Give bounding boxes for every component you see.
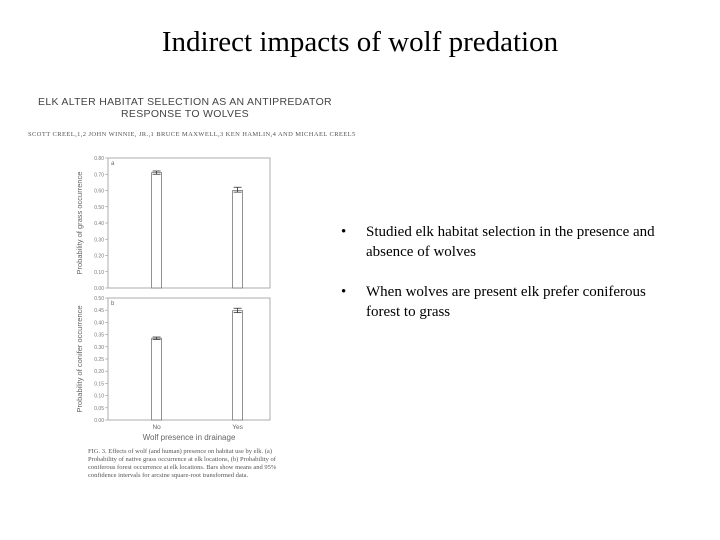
plot-frame bbox=[107, 157, 271, 289]
y-tick-label: 0.30 bbox=[94, 345, 104, 351]
y-tick-label: 0.50 bbox=[94, 296, 104, 302]
y-tick-label: 0.00 bbox=[94, 286, 104, 292]
y-axis-label: Probability of conifer occurrence bbox=[75, 305, 84, 412]
y-tick-label: 0.10 bbox=[94, 394, 104, 400]
bullet-glyph: • bbox=[341, 224, 347, 240]
bar bbox=[232, 310, 244, 421]
y-tick-label: 0.00 bbox=[94, 418, 104, 424]
paper-title-line-1: ELK ALTER HABITAT SELECTION AS AN ANTIPR… bbox=[38, 96, 332, 108]
y-tick-label: 0.60 bbox=[94, 189, 104, 195]
bullet-glyph: • bbox=[341, 284, 347, 300]
figure-caption: FIG. 3. Effects of wolf (and human) pres… bbox=[88, 448, 277, 479]
y-tick-label: 0.40 bbox=[94, 320, 104, 326]
x-tick-label: Yes bbox=[232, 424, 243, 431]
x-tick-label: No bbox=[152, 424, 161, 431]
y-tick-label: 0.80 bbox=[94, 156, 104, 162]
y-tick-label: 0.35 bbox=[94, 333, 104, 339]
slide-title: Indirect impacts of wolf predation bbox=[161, 26, 559, 58]
bullet-text: Studied elk habitat selection in the pre… bbox=[366, 224, 655, 260]
paper-title-line-2: RESPONSE TO WOLVES bbox=[121, 108, 249, 120]
y-tick-label: 0.15 bbox=[94, 381, 104, 387]
bar bbox=[232, 190, 244, 289]
panel-label: a bbox=[111, 161, 115, 167]
bullet-item: • Studied elk habitat selection in the pr… bbox=[338, 222, 678, 262]
bar bbox=[151, 337, 162, 421]
bullet-item: • When wolves are present elk prefer coni… bbox=[338, 282, 678, 322]
bar bbox=[151, 172, 162, 289]
bullet-text: When wolves are present elk prefer conif… bbox=[366, 284, 646, 320]
y-axis-label: Probability of grass occurrence bbox=[75, 172, 84, 275]
y-tick-label: 0.45 bbox=[94, 308, 104, 314]
y-tick-label: 0.25 bbox=[94, 357, 104, 363]
figure-3-chart: 0.00 0.10 0.20 0.30 0.40 0.50 0.60 0.70 0.80 a Pro… bbox=[75, 156, 271, 442]
y-tick-label: 0.20 bbox=[94, 369, 104, 375]
y-tick-label: 0.30 bbox=[94, 237, 104, 243]
plot-frame bbox=[107, 297, 271, 421]
y-tick-label: 0.20 bbox=[94, 254, 104, 260]
y-tick-label: 0.10 bbox=[94, 270, 104, 276]
y-tick-label: 0.05 bbox=[94, 406, 104, 412]
y-tick-label: 0.40 bbox=[94, 221, 104, 227]
y-tick-label: 0.50 bbox=[94, 205, 104, 211]
x-axis-label: Wolf presence in drainage bbox=[143, 433, 236, 442]
y-tick-label: 0.70 bbox=[94, 172, 104, 178]
paper-authors: SCOTT CREEL,1,2 JOHN WINNIE, JR.,1 BRUCE… bbox=[28, 131, 356, 138]
bullet-list: • Studied elk habitat selection in the pr… bbox=[338, 222, 678, 342]
panel-label: b bbox=[111, 301, 115, 307]
paper-title: ELK ALTER HABITAT SELECTION AS AN ANTIPR… bbox=[30, 96, 340, 120]
